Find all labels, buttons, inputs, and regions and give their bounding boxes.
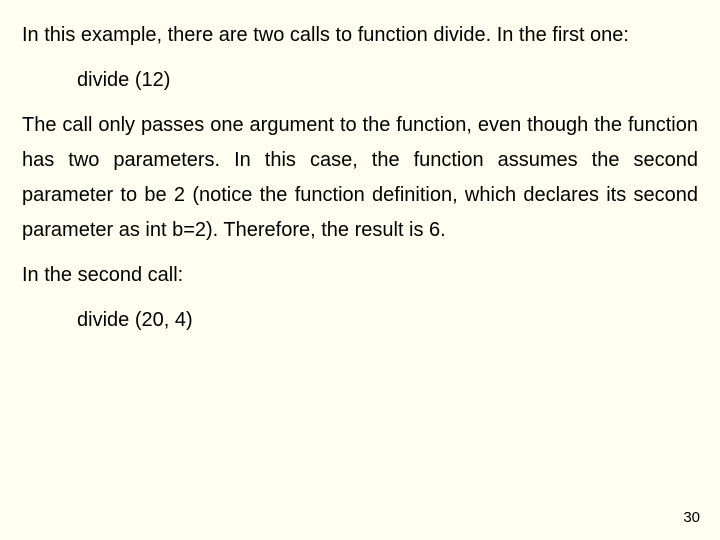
page-number: 30 xyxy=(683,509,700,526)
paragraph-intro: In this example, there are two calls to … xyxy=(22,18,698,53)
code-example-2: divide (20, 4) xyxy=(22,303,698,338)
paragraph-second-call: In the second call: xyxy=(22,258,698,293)
code-example-1: divide (12) xyxy=(22,63,698,98)
paragraph-explanation: The call only passes one argument to the… xyxy=(22,108,698,248)
